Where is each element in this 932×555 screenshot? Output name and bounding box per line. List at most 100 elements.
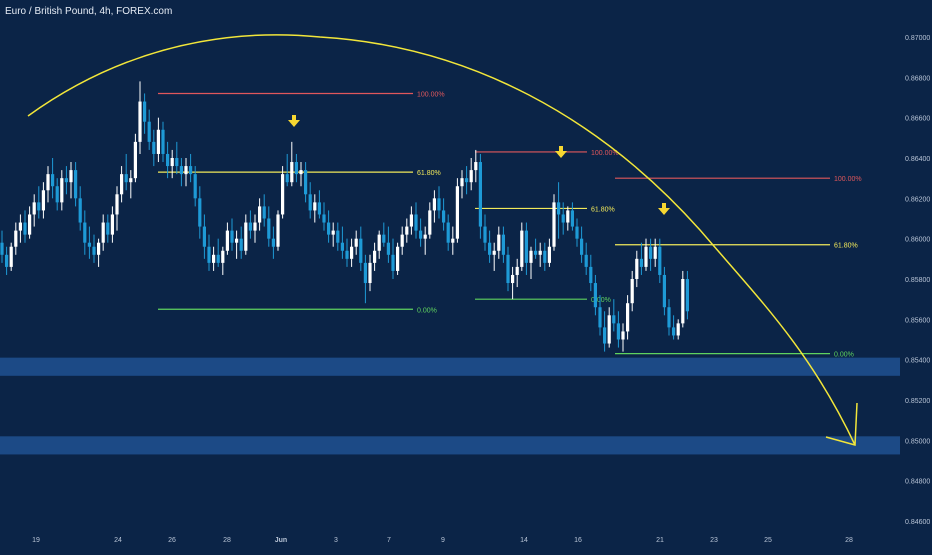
candle-body bbox=[359, 238, 363, 263]
candle-body bbox=[497, 234, 501, 251]
candle-body bbox=[644, 246, 648, 267]
candle-body bbox=[129, 178, 133, 183]
candle-body bbox=[607, 315, 611, 344]
support-zone bbox=[0, 357, 900, 376]
candle-body bbox=[603, 327, 607, 344]
candle-body bbox=[5, 254, 9, 267]
candle-body bbox=[474, 162, 478, 171]
time-tick-label: 24 bbox=[114, 537, 122, 544]
candle-body bbox=[543, 250, 547, 263]
candle-body bbox=[55, 186, 59, 203]
candle-body bbox=[179, 166, 183, 175]
candle-body bbox=[143, 101, 147, 122]
candle-body bbox=[51, 174, 55, 187]
price-tick-label: 0.85600 bbox=[905, 317, 930, 324]
candle-body bbox=[534, 250, 538, 255]
fib-levels: 100.00% 61.80% 0.00% 100.00% 61.80% 0.00% 100.… bbox=[158, 91, 862, 359]
candle-body bbox=[32, 202, 36, 215]
candle-body bbox=[230, 230, 234, 243]
candle-body bbox=[285, 174, 289, 183]
candle-body bbox=[662, 274, 666, 308]
candle-body bbox=[87, 242, 91, 247]
candle-body bbox=[202, 226, 206, 247]
candle-body bbox=[207, 246, 211, 263]
candle-body bbox=[152, 141, 156, 154]
candle-body bbox=[9, 246, 13, 267]
candle-body bbox=[221, 250, 225, 263]
candle-body bbox=[97, 242, 101, 255]
price-tick-label: 0.86600 bbox=[905, 116, 930, 123]
candle-body bbox=[166, 153, 170, 167]
candle-body bbox=[529, 250, 533, 263]
down-arrow-marker bbox=[555, 146, 567, 158]
candle-body bbox=[451, 238, 455, 243]
candle-body bbox=[133, 141, 137, 179]
price-axis[interactable]: 0.87000 0.86800 0.86600 0.86400 0.86200 0.860… bbox=[905, 35, 930, 526]
candles bbox=[0, 81, 689, 352]
candle-body bbox=[386, 242, 390, 255]
time-axis[interactable]: 19 24 26 28 Jun 3 7 9 14 16 21 23 25 28 bbox=[32, 537, 853, 544]
candle-body bbox=[83, 222, 87, 243]
candle-body bbox=[488, 242, 492, 255]
candle-body bbox=[14, 230, 18, 247]
candle-body bbox=[225, 230, 229, 251]
candle-body bbox=[368, 262, 372, 284]
candle-body bbox=[271, 238, 275, 247]
candle-body bbox=[248, 222, 252, 231]
price-tick-label: 0.85200 bbox=[905, 398, 930, 405]
candle-body bbox=[147, 121, 151, 142]
time-tick-label: 28 bbox=[845, 537, 853, 544]
candle-body bbox=[511, 274, 515, 284]
candle-body bbox=[267, 218, 271, 239]
support-zones bbox=[0, 357, 900, 455]
candle-body bbox=[189, 166, 193, 175]
candle-body bbox=[520, 230, 524, 267]
candle-body bbox=[373, 250, 377, 263]
candle-body bbox=[469, 170, 473, 183]
time-tick-label: 9 bbox=[441, 537, 445, 544]
candle-body bbox=[336, 230, 340, 243]
price-tick-label: 0.85800 bbox=[905, 277, 930, 284]
candle-body bbox=[639, 258, 643, 267]
price-tick-label: 0.86400 bbox=[905, 156, 930, 163]
candle-body bbox=[216, 254, 220, 263]
candle-body bbox=[557, 202, 561, 215]
down-arrow-marker bbox=[658, 203, 670, 215]
support-zone bbox=[0, 436, 900, 455]
candle-body bbox=[331, 230, 335, 235]
candle-body bbox=[589, 266, 593, 284]
candle-body bbox=[184, 166, 188, 175]
fib-label: 0.00% bbox=[834, 352, 854, 359]
price-tick-label: 0.85400 bbox=[905, 358, 930, 365]
candle-body bbox=[317, 202, 321, 215]
time-tick-label: 16 bbox=[574, 537, 582, 544]
time-tick-label: 25 bbox=[764, 537, 772, 544]
candle-body bbox=[635, 258, 639, 279]
candle-body bbox=[235, 238, 239, 243]
candle-body bbox=[345, 250, 349, 259]
candle-body bbox=[41, 190, 45, 211]
candle-body bbox=[437, 198, 441, 211]
candle-body bbox=[212, 254, 216, 263]
candle-body bbox=[419, 230, 423, 239]
candle-body bbox=[377, 234, 381, 251]
candle-body bbox=[616, 323, 620, 340]
candle-body bbox=[547, 246, 551, 263]
candle-body bbox=[455, 186, 459, 239]
candle-body bbox=[446, 222, 450, 243]
candle-body bbox=[593, 283, 597, 308]
candle-body bbox=[110, 214, 114, 235]
candle-body bbox=[612, 315, 616, 324]
candle-body bbox=[322, 214, 326, 223]
candle-body bbox=[294, 162, 298, 175]
time-tick-label: 28 bbox=[223, 537, 231, 544]
candle-body bbox=[584, 254, 588, 267]
price-tick-label: 0.86800 bbox=[905, 75, 930, 82]
candle-body bbox=[432, 198, 436, 211]
candle-body bbox=[239, 238, 243, 251]
candle-body bbox=[598, 307, 602, 328]
time-tick-label: Jun bbox=[275, 537, 287, 544]
candle-body bbox=[681, 279, 685, 324]
